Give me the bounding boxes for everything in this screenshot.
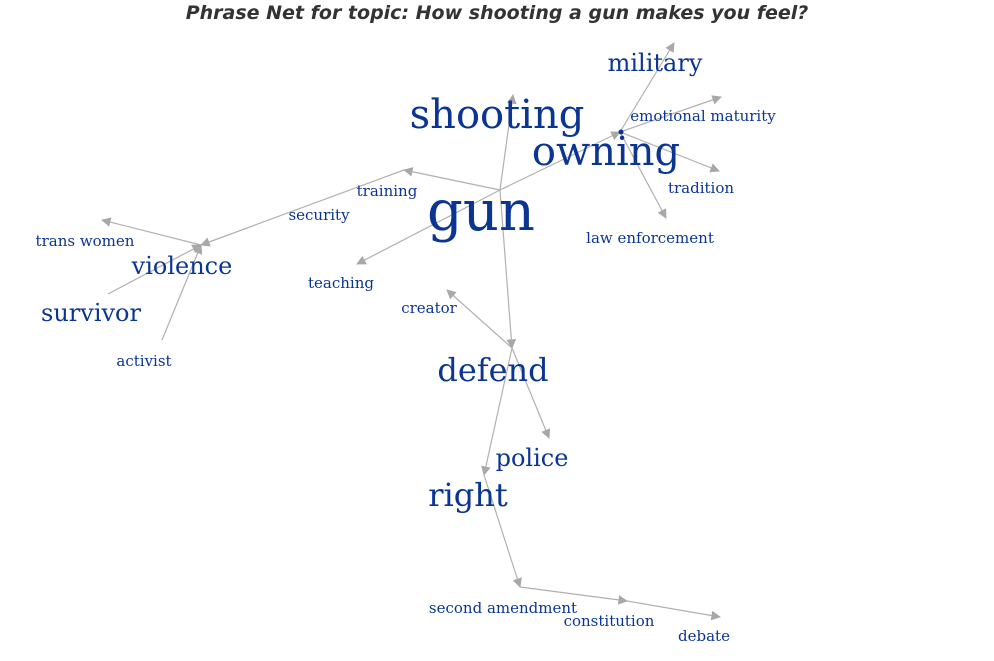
edge-constitution-to-debate xyxy=(626,600,721,621)
word-right[interactable]: right xyxy=(428,476,508,514)
word-second-amendment[interactable]: second amendment xyxy=(429,599,577,617)
word-defend[interactable]: defend xyxy=(437,351,548,389)
word-creator[interactable]: creator xyxy=(401,299,457,317)
edge-second-amendment-to-constitution xyxy=(519,586,628,605)
edge-training-to-violence xyxy=(200,169,405,247)
edge-violence-to-trans-women xyxy=(101,217,202,246)
word-shooting[interactable]: shooting xyxy=(410,92,585,138)
chart-title: Phrase Net for topic: How shooting a gun… xyxy=(185,2,809,24)
edge-owning-to-military xyxy=(619,42,675,133)
edge-owning-to-emotional-maturity xyxy=(619,95,722,133)
edge-defend-to-creator xyxy=(446,289,513,349)
word-debate[interactable]: debate xyxy=(678,627,730,645)
edge-gun-to-teaching xyxy=(356,189,501,265)
edge-defend-to-right xyxy=(481,347,513,476)
word-owning[interactable]: owning xyxy=(532,129,680,175)
edge-gun-to-owning xyxy=(499,131,621,191)
word-gun[interactable]: gun xyxy=(427,179,535,244)
word-trans-women[interactable]: trans women xyxy=(36,232,135,250)
word-constitution[interactable]: constitution xyxy=(564,612,655,630)
edge-gun-to-shooting xyxy=(499,94,517,191)
edge-gun-to-defend xyxy=(499,189,517,349)
edge-owning-to-tradition xyxy=(619,131,720,173)
word-teaching[interactable]: teaching xyxy=(308,274,374,292)
edge-defend-to-police xyxy=(511,347,551,439)
word-law-enforcement[interactable]: law enforcement xyxy=(586,229,714,247)
edge-activist-to-violence xyxy=(161,244,203,341)
word-survivor[interactable]: survivor xyxy=(41,299,141,327)
word-emotional-maturity[interactable]: emotional maturity xyxy=(630,107,776,125)
edge-survivor-to-violence xyxy=(107,244,202,295)
word-tradition[interactable]: tradition xyxy=(668,179,734,197)
word-security[interactable]: security xyxy=(288,206,350,224)
edge-layer xyxy=(101,42,722,621)
edge-right-to-second-amendment xyxy=(483,474,522,588)
word-activist[interactable]: activist xyxy=(116,352,171,370)
word-police[interactable]: police xyxy=(496,444,569,472)
word-violence[interactable]: violence xyxy=(131,252,233,280)
hub-dot xyxy=(618,129,624,135)
edge-gun-to-training xyxy=(403,167,501,191)
word-military[interactable]: military xyxy=(608,49,703,77)
word-training[interactable]: training xyxy=(357,182,418,200)
edge-owning-to-law-enforcement xyxy=(619,131,667,219)
